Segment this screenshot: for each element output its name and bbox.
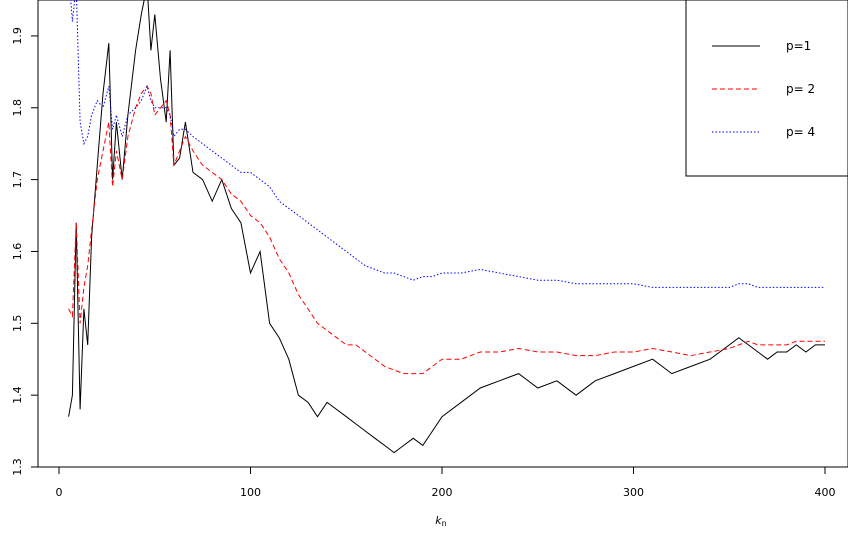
x-axis-title: kn xyxy=(435,514,446,528)
y-tick-label: 1.8 xyxy=(11,99,24,117)
y-tick-label: 1.3 xyxy=(11,458,24,476)
y-tick-label: 1.7 xyxy=(11,171,24,189)
x-tick-label: 400 xyxy=(815,486,836,499)
series-line-3 xyxy=(70,0,825,288)
x-axis-title-subscript: n xyxy=(442,519,447,528)
legend-label-3: p= 4 xyxy=(786,125,815,139)
x-tick-label: 100 xyxy=(240,486,261,499)
y-tick-label: 1.4 xyxy=(11,386,24,404)
y-tick-label: 1.5 xyxy=(11,315,24,333)
legend-label-2: p= 2 xyxy=(786,82,815,96)
x-tick-label: 200 xyxy=(432,486,453,499)
series-line-1 xyxy=(68,0,825,454)
x-tick-label: 300 xyxy=(623,486,644,499)
legend-label-1: p=1 xyxy=(786,39,811,53)
legend-items: p=1 p= 2 p= 4 xyxy=(712,39,815,139)
plot-frame xyxy=(37,0,848,468)
x-axis: 0 100 200 300 400 xyxy=(56,467,836,499)
series-line-2 xyxy=(68,85,825,375)
series-layer xyxy=(68,0,825,454)
x-axis-title-main: k xyxy=(435,514,442,527)
legend-box xyxy=(685,0,848,177)
x-tick-label: 0 xyxy=(56,486,63,499)
y-axis: 1.3 1.4 1.5 1.6 1.7 1.8 1.9 xyxy=(11,27,38,476)
y-tick-label: 1.9 xyxy=(11,27,24,45)
y-tick-label: 1.6 xyxy=(11,243,24,261)
legend: p=1 p= 2 p= 4 xyxy=(685,0,848,177)
